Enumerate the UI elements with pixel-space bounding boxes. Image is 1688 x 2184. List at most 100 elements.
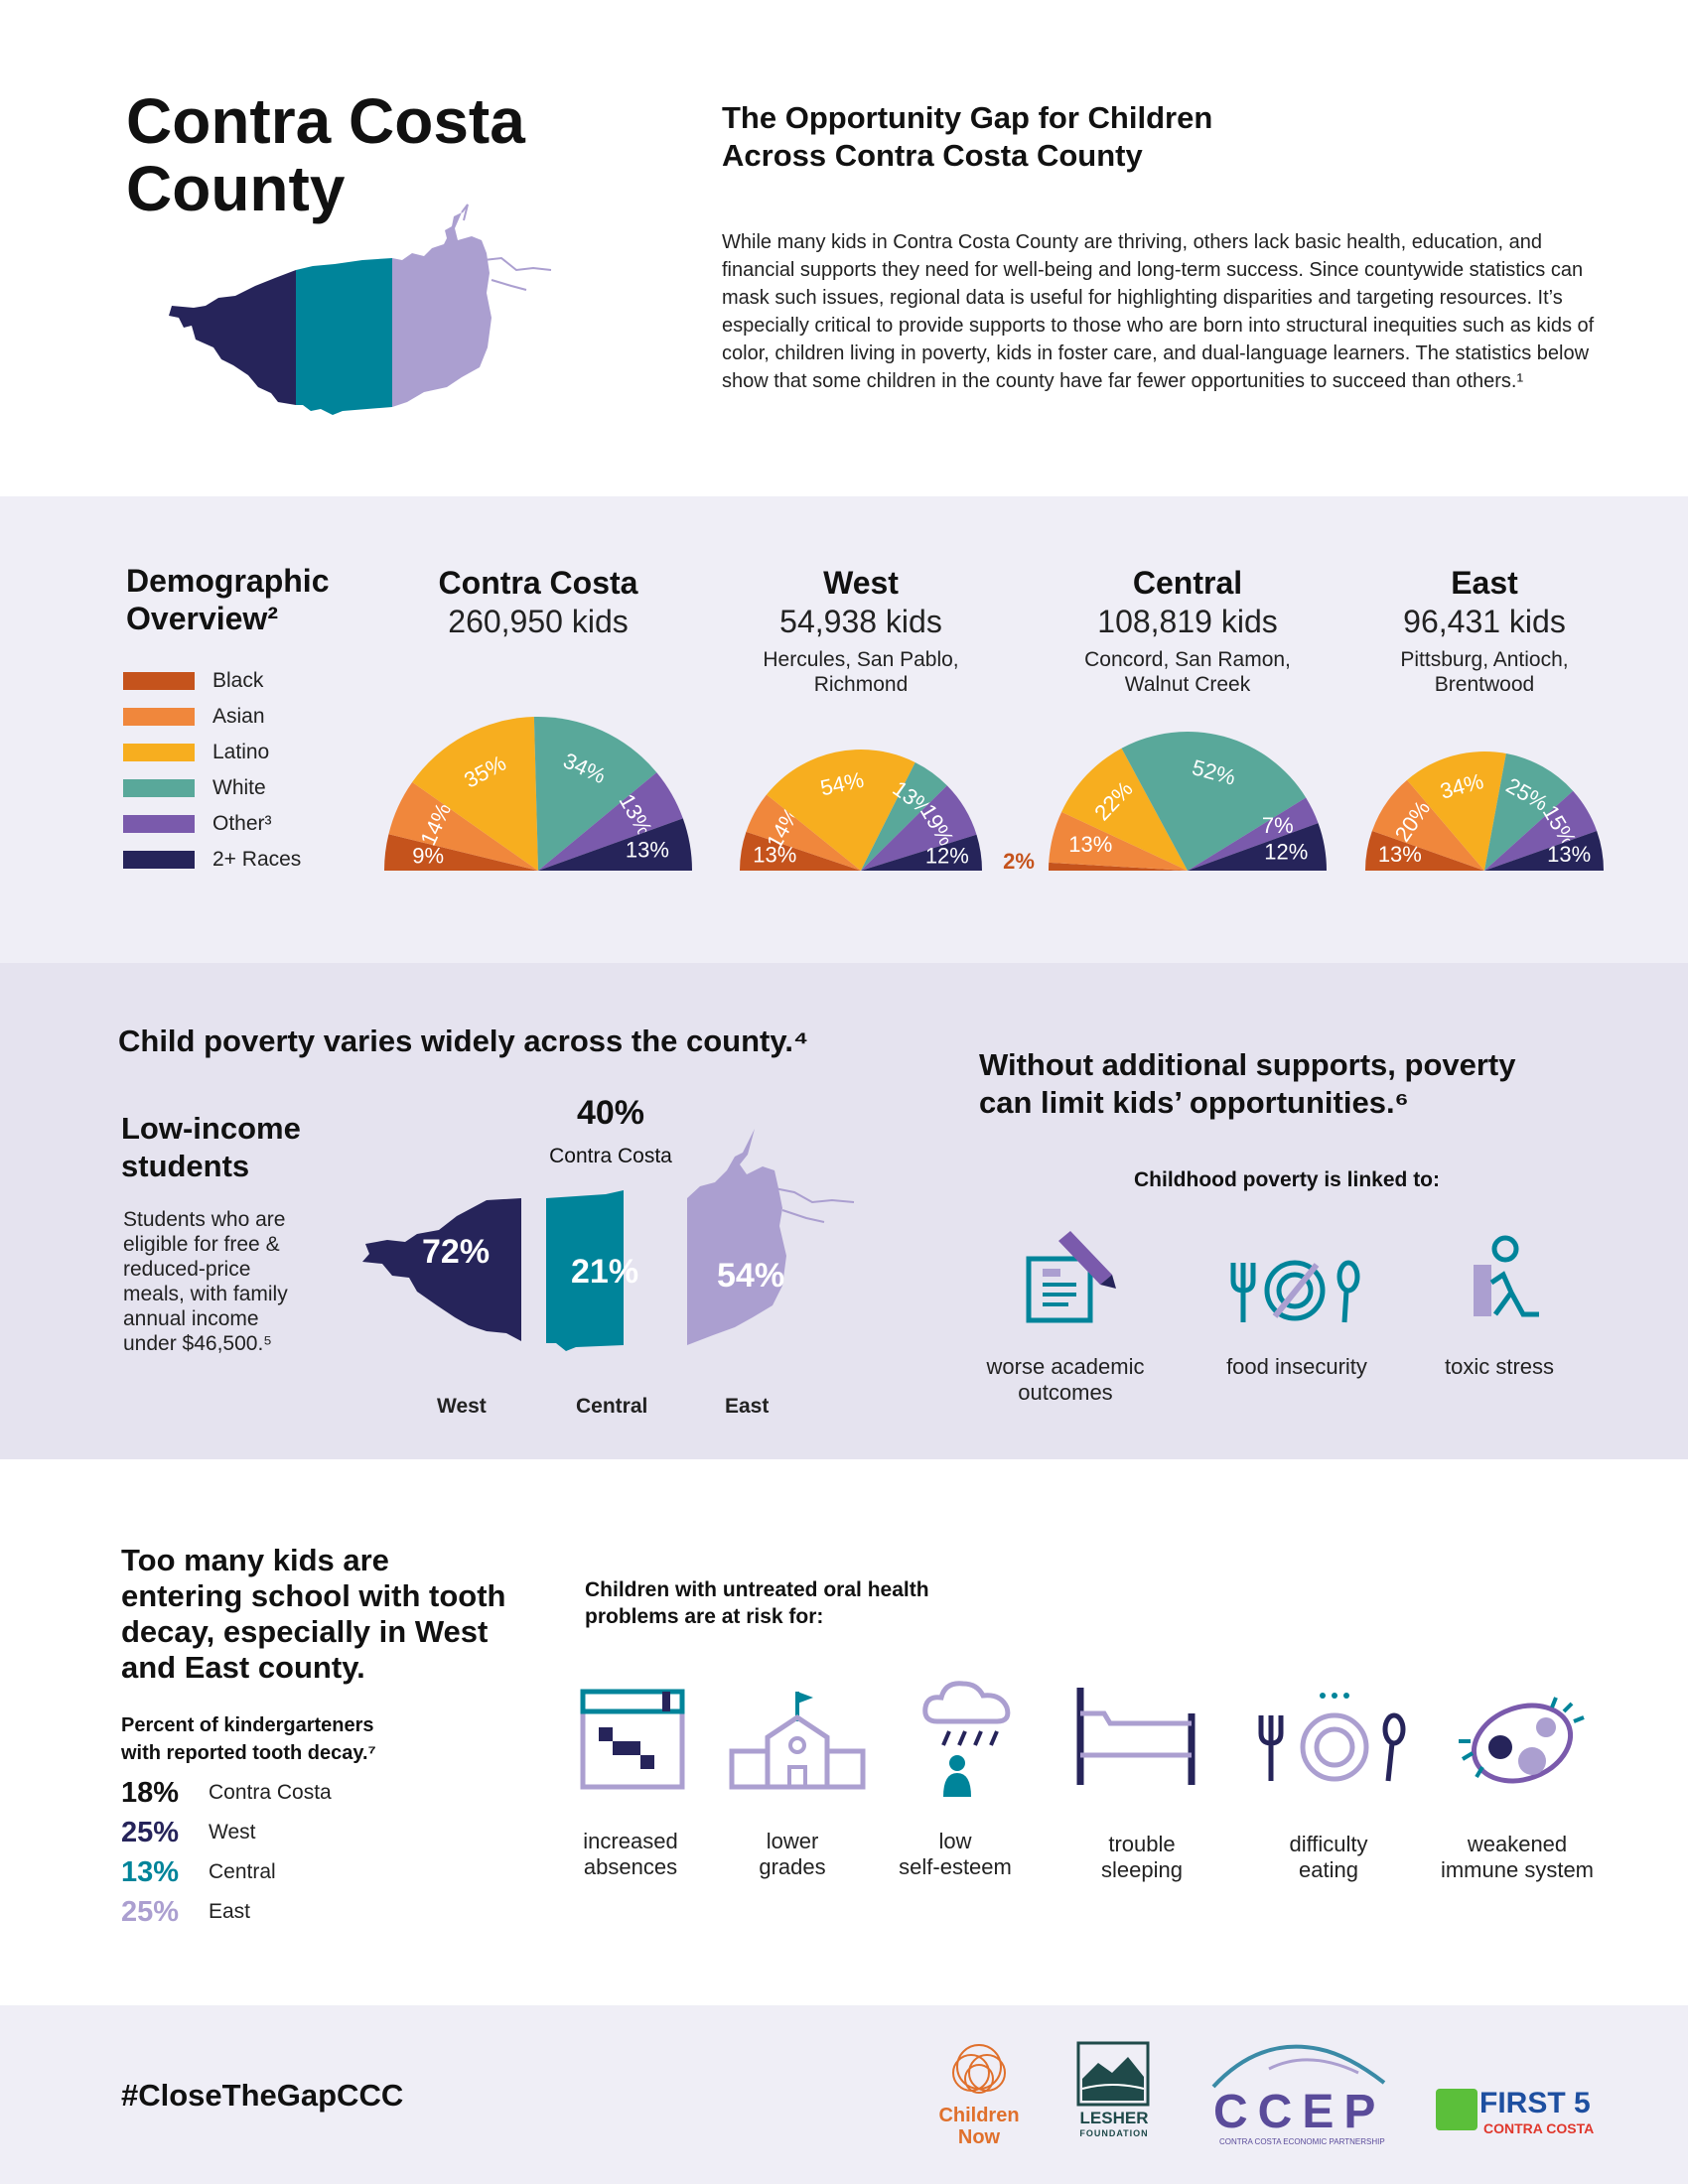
region-cities-line2: Richmond [813, 673, 909, 696]
footer-band [0, 2005, 1688, 2184]
region-cities: Hercules, San Pablo, Richmond [702, 647, 1020, 697]
low-income-heading-line2: students [121, 1149, 250, 1183]
risk-label-line1: weakened [1467, 1832, 1568, 1856]
poverty-title: Child poverty varies widely across the c… [118, 1024, 809, 1058]
poverty-band [0, 963, 1688, 1459]
subtitle-line2: Across Contra Costa County [722, 138, 1143, 173]
first5-text: FIRST 5 [1479, 2087, 1591, 2119]
donut-slice-contra-costa-5 [538, 818, 692, 871]
risk-label-absences: increased absences [521, 1829, 740, 1880]
lesher-line1: LESHER [1079, 2109, 1149, 2127]
description-line: Students who are [123, 1208, 286, 1231]
central-poverty-pct: 21% [571, 1253, 639, 1291]
hashtag: #CloseTheGapCCC [121, 2078, 404, 2113]
risk-label-sleeping: trouble sleeping [1033, 1832, 1251, 1883]
legend-item-asian: Asian [123, 704, 265, 730]
poverty-map [362, 1129, 855, 1351]
tooth-row-contra-costa: 18% Contra Costa [121, 1775, 332, 1811]
risk-label-line1: lower [766, 1829, 819, 1853]
region-cities: Pittsburg, Antioch, Brentwood [1326, 647, 1643, 697]
donut-slice-west-4 [861, 785, 977, 871]
donut-slice-west-5 [861, 834, 982, 871]
county-map-delta [461, 204, 552, 291]
tooth-subtitle-line1: Percent of kindergarteners [121, 1714, 374, 1736]
tooth-region: Contra Costa [209, 1781, 332, 1804]
link-label-line1: worse academic [986, 1354, 1145, 1379]
risk-label-line2: immune system [1440, 1857, 1595, 1882]
risk-label-immune: weakened immune system [1408, 1832, 1626, 1883]
donut-label: 7% [1262, 813, 1294, 838]
tooth-title: Too many kids are entering school with t… [121, 1543, 558, 1686]
risk-label-line2: grades [759, 1854, 826, 1879]
supports-heading-line1: Without additional supports, poverty [979, 1047, 1516, 1082]
region-cities: Concord, San Ramon, Walnut Creek [1029, 647, 1346, 697]
children-now-text: Children Now [929, 2105, 1029, 2148]
legend-item-multi: 2+ Races [123, 847, 301, 873]
first5-subtext: CONTRA COSTA [1483, 2120, 1595, 2136]
county-map-west [169, 270, 296, 405]
donut-slice-contra-costa-2 [412, 717, 538, 871]
region-count: 54,938 kids [779, 604, 942, 639]
donut-slice-central-1 [1049, 811, 1188, 871]
children-now-line2: Now [957, 2126, 1001, 2148]
legend-item-black: Black [123, 668, 263, 694]
tooth-region: East [209, 1900, 251, 1923]
donut-slice-contra-costa-4 [538, 772, 683, 871]
legend-label-asian: Asian [212, 705, 265, 728]
region-count: 96,431 kids [1403, 604, 1566, 639]
rain-cloud-icon [922, 1681, 1011, 1797]
region-header-west: West 54,938 kids Hercules, San Pablo, Ri… [702, 564, 1020, 697]
donut-label: 13% [1068, 832, 1112, 857]
description-line: annual income [123, 1307, 259, 1330]
linked-to-label: Childhood poverty is linked to: [1134, 1168, 1441, 1191]
plate-icon [1230, 1260, 1360, 1323]
east-poverty-pct: 54% [717, 1257, 785, 1295]
ccep-text: CCEP [1213, 2086, 1386, 2138]
subtitle-line1: The Opportunity Gap for Children [722, 100, 1213, 135]
donut-label: 2% [1003, 849, 1035, 874]
legend-swatch-black [123, 672, 195, 690]
tooth-subtitle: Percent of kindergarteners with reported… [121, 1711, 376, 1767]
risk-label-line2: self-esteem [899, 1854, 1012, 1879]
children-now-logo [952, 2044, 1006, 2094]
county-poverty-pct: 40% [576, 1094, 645, 1132]
donut-slice-east-0 [1365, 830, 1484, 871]
germ-icon [1459, 1697, 1585, 1784]
low-income-description: Students who are eligible for free & red… [123, 1207, 322, 1356]
supports-heading-line2: can limit kids’ opportunities.⁶ [979, 1085, 1409, 1120]
central-poverty-label: Central [576, 1395, 648, 1418]
description-line: reduced-price [123, 1258, 251, 1281]
donut-label: 13% [1547, 842, 1591, 867]
document-icon [1026, 1231, 1116, 1323]
legend-label-latino: Latino [212, 741, 270, 763]
poverty-map-delta [774, 1187, 855, 1223]
donut-slice-contra-costa-1 [388, 781, 538, 871]
legend-swatch-other [123, 815, 195, 833]
risk-label-line2: absences [583, 1854, 678, 1879]
donut-slice-west-2 [767, 750, 915, 871]
tooth-value: 25% [121, 1895, 180, 1928]
risk-label-line1: difficulty [1289, 1832, 1368, 1856]
county-poverty-label: Contra Costa [549, 1145, 672, 1167]
region-header-east: East 96,431 kids Pittsburg, Antioch, Bre… [1326, 564, 1643, 697]
tooth-title-line: Too many kids are [121, 1543, 389, 1577]
donut-slice-east-3 [1484, 753, 1574, 871]
link-label-stress: toxic stress [1444, 1354, 1555, 1379]
tooth-row-central: 13% Central [121, 1854, 276, 1890]
tooth-region: West [209, 1821, 256, 1843]
lesher-text: LESHER FOUNDATION [1074, 2109, 1154, 2138]
region-name: Contra Costa [438, 565, 638, 601]
ccep-subtext: CONTRA COSTA ECONOMIC PARTNERSHIP [1219, 2137, 1385, 2146]
legend-item-latino: Latino [123, 740, 269, 765]
subtitle: The Opportunity Gap for Children Across … [722, 99, 1437, 175]
risk-title-line2: problems are at risk for: [585, 1605, 824, 1628]
donut-slice-central-4 [1188, 797, 1319, 871]
demographic-half-donuts: 9%14%35% 34%13%13% 13%14%54% 13%19%12% 2%13%… [384, 717, 1604, 874]
tooth-title-line: entering school with tooth [121, 1578, 506, 1613]
first5-hand-icon [1436, 2089, 1477, 2130]
donut-slice-central-3 [1121, 731, 1307, 871]
ccep-logo-arc [1211, 2044, 1386, 2089]
demographics-title: Demographic Overview² [126, 562, 329, 637]
donut-slice-east-2 [1407, 751, 1506, 871]
legend-item-white: White [123, 775, 266, 801]
